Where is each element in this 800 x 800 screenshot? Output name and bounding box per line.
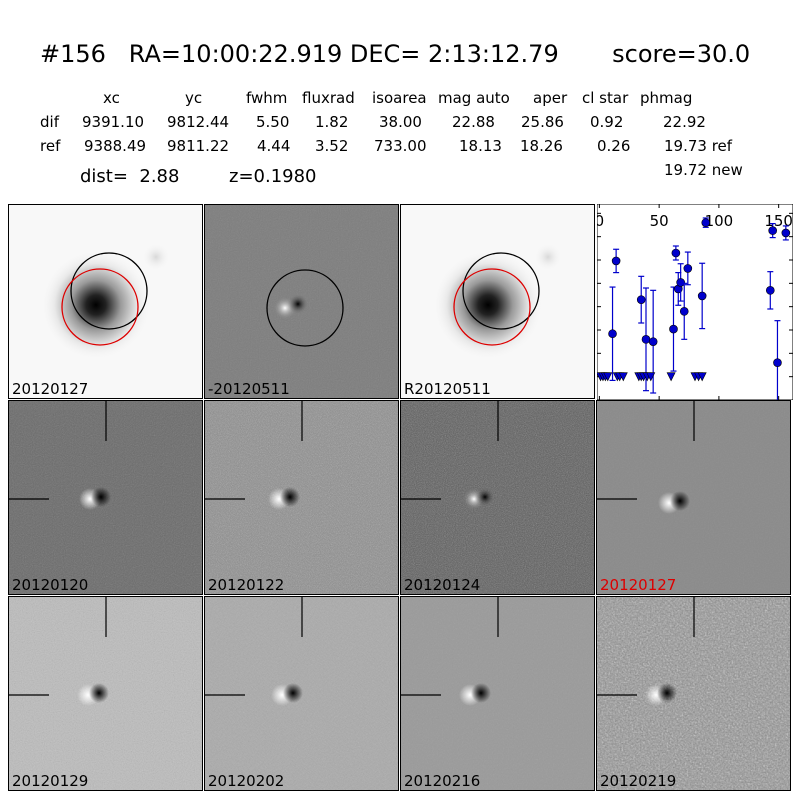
cutout-panel-20120124: 20120124: [400, 400, 595, 595]
col-header-fwhm: fwhm: [246, 89, 288, 107]
cutout-panel-20120129: 20120129: [8, 596, 203, 791]
light-curve-svg: 22.022.523.023.524.024.525.025.526.00501…: [560, 203, 794, 406]
upper-limit-marker: [697, 372, 707, 382]
data-point: [641, 335, 651, 344]
ref-xc: 9388.49: [84, 137, 147, 155]
ref-aper: 18.26: [520, 137, 563, 155]
light-curve-plot: 22.022.523.023.524.024.525.025.526.00501…: [560, 203, 794, 406]
upper-limit-marker: [603, 372, 613, 382]
data-point: [683, 264, 693, 273]
data-point: [669, 324, 678, 334]
phmag-new: 19.72 new: [664, 161, 743, 179]
ref-fluxrad: 3.52: [315, 137, 349, 155]
dist-readout: dist= 2.88: [80, 166, 180, 187]
upper-limit-marker: [618, 372, 628, 382]
panel-label: 20120202: [208, 772, 285, 790]
cutout-panel-20120216: 20120216: [400, 596, 595, 791]
dif-yc: 9812.44: [167, 113, 230, 131]
panel-label: 20120122: [208, 576, 285, 594]
cutout-panel-20120120: 20120120: [8, 400, 203, 595]
dif-fwhm: 5.50: [256, 113, 290, 131]
data-point: [781, 228, 791, 238]
ref-circle: [266, 269, 344, 347]
col-header-xc: xc: [103, 89, 120, 107]
x-tick-label: 50: [650, 212, 669, 230]
data-point: [765, 286, 775, 295]
data-point: [697, 291, 707, 301]
redshift-readout: z=0.1980: [229, 166, 317, 187]
upper-limit-marker: [666, 372, 676, 382]
col-header-phmag: phmag: [640, 89, 693, 107]
data-point: [768, 226, 777, 235]
galaxy-image: [401, 205, 594, 398]
dif-isoarea: 38.00: [379, 113, 422, 131]
difference-image: [401, 401, 594, 594]
panel-label: -20120511: [208, 380, 290, 398]
panel-label: 20120120: [12, 576, 89, 594]
row-label-dif: dif: [40, 113, 59, 131]
col-header-fluxrad: fluxrad: [302, 89, 355, 107]
ref-circle: [70, 252, 148, 330]
panel-label: 20120127: [600, 576, 677, 594]
panel-label: R20120511: [404, 380, 491, 398]
panel-label: 20120127: [12, 380, 89, 398]
row-label-ref: ref: [40, 137, 61, 155]
plot-frame: [596, 203, 794, 401]
x-tick-label: 100: [705, 212, 734, 230]
difference-image: [205, 401, 398, 594]
ref-fwhm: 4.44: [257, 137, 291, 155]
galaxy-image: [9, 205, 202, 398]
x-tick-label: 0: [597, 212, 604, 230]
difference-image: [597, 597, 790, 790]
dif-mag-auto: 22.88: [452, 113, 495, 131]
col-header-cl-star: cl star: [582, 89, 629, 107]
ref-circle: [462, 252, 540, 330]
difference-image: [9, 401, 202, 594]
dif-fluxrad: 1.82: [315, 113, 349, 131]
new-circle: [61, 268, 139, 346]
ref-image-panel-1: 20120127: [8, 204, 203, 399]
difference-image: [205, 597, 398, 790]
col-header-mag-auto: mag auto: [438, 89, 510, 107]
data-point: [611, 256, 621, 266]
data-point: [648, 337, 658, 346]
difference-image: [401, 597, 594, 790]
cutout-panel-20120202: 20120202: [204, 596, 399, 791]
panel-label: 20120219: [600, 772, 677, 790]
ref-image-panel-3: R20120511: [400, 204, 595, 399]
difference-image: [597, 401, 790, 594]
panel-label: 20120124: [404, 576, 481, 594]
ref-phmag: 19.73 ref: [664, 137, 733, 155]
ref-cl-star: 0.26: [597, 137, 631, 155]
dif-aper: 25.86: [521, 113, 564, 131]
diff-image-panel-2: -20120511: [204, 204, 399, 399]
panel-label: 20120129: [12, 772, 89, 790]
data-point: [676, 278, 685, 287]
cutout-panel-20120122: 20120122: [204, 400, 399, 595]
dif-cl-star: 0.92: [590, 113, 624, 131]
data-point: [701, 218, 711, 227]
panel-label: 20120216: [404, 772, 481, 790]
dif-xc: 9391.10: [82, 113, 145, 131]
upper-limit-marker: [646, 372, 656, 382]
col-header-aper: aper: [533, 89, 568, 107]
cutout-panel-20120219: 20120219: [596, 596, 791, 791]
x-tick-label: 150: [764, 212, 793, 230]
difference-image: [9, 597, 202, 790]
ref-mag-auto: 18.13: [459, 137, 502, 155]
data-point: [608, 329, 617, 339]
ref-yc: 9811.22: [167, 137, 230, 155]
dif-phmag: 22.92: [663, 113, 706, 131]
col-header-isoarea: isoarea: [372, 89, 427, 107]
candidate-title: #156 RA=10:00:22.919 DEC= 2:13:12.79 sco…: [40, 40, 751, 68]
new-circle: [453, 268, 531, 346]
data-point: [671, 248, 681, 258]
data-point: [773, 358, 782, 367]
data-point: [636, 295, 646, 304]
difference-image: [205, 205, 398, 398]
data-point: [679, 307, 689, 316]
cutout-panel-20120127: 20120127: [596, 400, 791, 595]
col-header-yc: yc: [185, 89, 203, 107]
ref-isoarea: 733.00: [374, 137, 427, 155]
